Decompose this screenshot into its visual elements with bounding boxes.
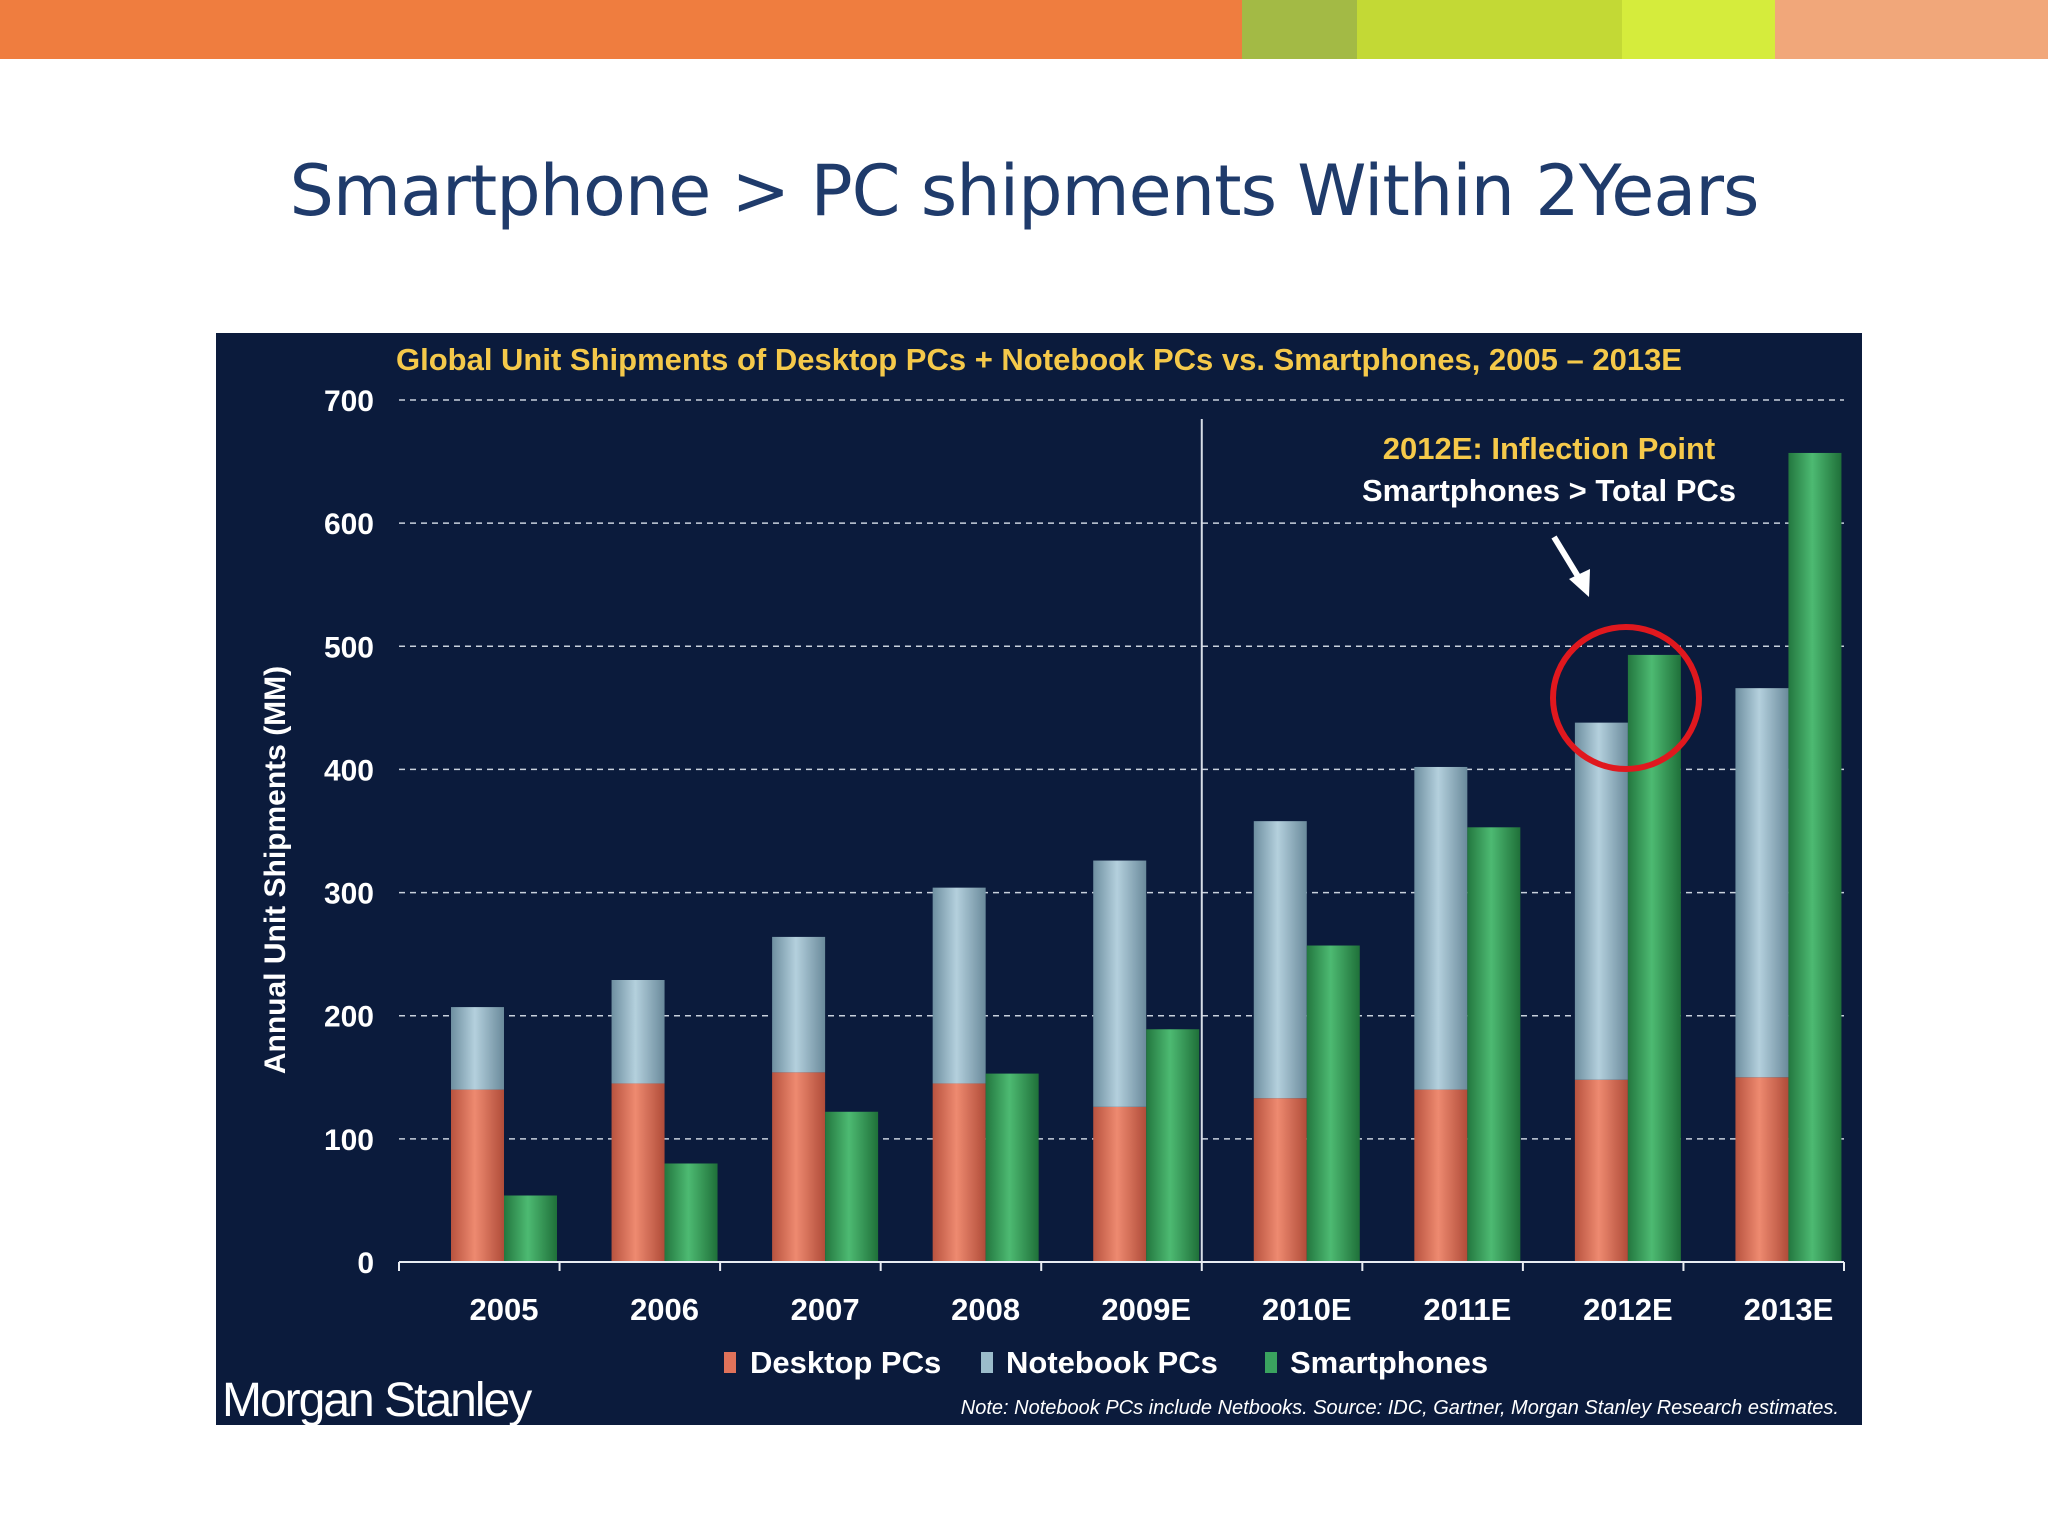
- bar-smartphones-2013E: [1788, 452, 1842, 1262]
- legend-label-desktop: Desktop PCs: [750, 1345, 941, 1380]
- bar-desktop-2009E: [1093, 1106, 1147, 1262]
- y-tick-label-400: 400: [324, 754, 374, 787]
- legend-label-notebook: Notebook PCs: [1006, 1345, 1218, 1380]
- x-tick-labels: 2005 2006 2007 2008 2009E 2010E 2011E 2012E 2013…: [470, 1292, 1834, 1327]
- bar-smartphones-2008: [985, 1073, 1039, 1262]
- legend-swatch-smartphones: [1265, 1352, 1277, 1373]
- y-tick-label-100: 100: [324, 1124, 374, 1157]
- y-tick-labels: 0 100 200 300 400 500 600 700: [324, 385, 374, 1280]
- bar-notebook-2010E: [1253, 821, 1307, 1099]
- bar-notebook-2013E: [1735, 688, 1789, 1078]
- bar-smartphones-2009E: [1146, 1029, 1200, 1262]
- top-color-bar: [0, 0, 2048, 59]
- x-tick-label-2012E: 2012E: [1583, 1292, 1673, 1327]
- y-tick-label-300: 300: [324, 878, 374, 911]
- morgan-stanley-logo: Morgan Stanley: [222, 1374, 532, 1427]
- chart-panel: Global Unit Shipments of Desktop PCs + N…: [216, 333, 1862, 1427]
- x-tick-label-2009E: 2009E: [1101, 1292, 1191, 1327]
- arrow-icon: [1551, 535, 1590, 597]
- bar-desktop-2006: [611, 1083, 665, 1262]
- legend: Desktop PCs Notebook PCs Smartphones: [724, 1345, 1488, 1380]
- bar-desktop-2005: [451, 1089, 504, 1262]
- bar-desktop-2011E: [1414, 1089, 1468, 1262]
- top-bar-segment-orange: [0, 0, 1242, 59]
- bar-notebook-2007: [772, 936, 826, 1073]
- x-tick-label-2007: 2007: [791, 1292, 860, 1327]
- annotation-title: 2012E: Inflection Point: [1383, 431, 1715, 466]
- y-axis-label: Annual Unit Shipments (MM): [259, 666, 292, 1074]
- top-bar-segment-yellow: [1622, 0, 1775, 59]
- x-tick-label-2008: 2008: [951, 1292, 1020, 1327]
- x-tick-label-2005: 2005: [470, 1292, 539, 1327]
- x-tick-label-2006: 2006: [630, 1292, 699, 1327]
- bar-notebook-2011E: [1414, 766, 1468, 1090]
- x-tick-label-2011E: 2011E: [1423, 1292, 1511, 1327]
- bars: [451, 452, 1842, 1262]
- y-tick-label-600: 600: [324, 508, 374, 541]
- bar-smartphones-2007: [825, 1111, 879, 1262]
- top-bar-segment-peach: [1775, 0, 2048, 59]
- slide-title: Smartphone > PC shipments Within 2Years: [289, 150, 1759, 232]
- bar-desktop-2010E: [1253, 1098, 1307, 1262]
- annotation-subtitle: Smartphones > Total PCs: [1362, 473, 1736, 508]
- bar-desktop-2008: [932, 1083, 986, 1262]
- bar-smartphones-2010E: [1306, 945, 1360, 1262]
- bar-notebook-2008: [932, 887, 986, 1084]
- top-bar-segment-lime: [1357, 0, 1622, 59]
- bar-desktop-2012E: [1574, 1079, 1628, 1262]
- shipments-chart: Global Unit Shipments of Desktop PCs + N…: [259, 342, 1845, 1419]
- x-tick-label-2013E: 2013E: [1744, 1292, 1834, 1327]
- bar-desktop-2013E: [1735, 1077, 1789, 1262]
- y-tick-label-0: 0: [357, 1247, 374, 1280]
- bar-smartphones-2011E: [1467, 827, 1521, 1262]
- bar-notebook-2006: [611, 980, 665, 1084]
- top-bar-segment-olive: [1242, 0, 1357, 59]
- bar-notebook-2012E: [1574, 722, 1628, 1080]
- inflection-circle: [1550, 624, 1702, 772]
- inflection-annotation: 2012E: Inflection Point Smartphones > To…: [1362, 431, 1736, 772]
- bar-smartphones-2005: [504, 1195, 557, 1262]
- y-tick-label-500: 500: [324, 631, 374, 664]
- bar-notebook-2009E: [1093, 860, 1147, 1107]
- source-note: Note: Notebook PCs include Netbooks. Sou…: [961, 1397, 1839, 1419]
- bar-smartphones-2012E: [1627, 654, 1681, 1262]
- y-tick-label-700: 700: [324, 385, 374, 418]
- legend-label-smartphones: Smartphones: [1290, 1345, 1488, 1380]
- legend-swatch-desktop: [724, 1352, 736, 1373]
- chart-title: Global Unit Shipments of Desktop PCs + N…: [396, 342, 1682, 377]
- x-tick-label-2010E: 2010E: [1262, 1292, 1352, 1327]
- x-axis-ticks: [398, 1262, 1845, 1271]
- legend-swatch-notebook: [981, 1352, 993, 1373]
- bar-smartphones-2006: [664, 1163, 718, 1262]
- y-tick-label-200: 200: [324, 1001, 374, 1034]
- bar-notebook-2005: [451, 1007, 504, 1090]
- bar-desktop-2007: [772, 1072, 826, 1262]
